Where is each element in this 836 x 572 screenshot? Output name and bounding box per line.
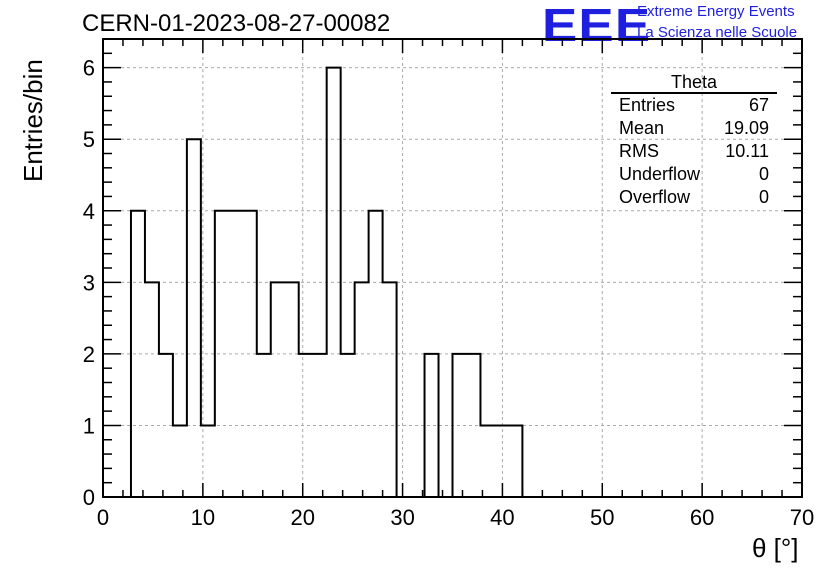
histogram-bin bbox=[494, 425, 508, 497]
histogram-bin bbox=[341, 354, 355, 497]
stats-row-mean: Mean 19.09 bbox=[611, 117, 777, 140]
x-tick-label: 0 bbox=[97, 505, 109, 530]
logo-line-2: La Scienza nelle Scuole bbox=[637, 24, 798, 41]
histogram-series bbox=[129, 66, 524, 498]
stats-row-entries: Entries 67 bbox=[611, 94, 777, 117]
histogram-bin bbox=[271, 282, 285, 497]
y-tick-label: 2 bbox=[83, 342, 95, 367]
stats-row-overflow: Overflow 0 bbox=[611, 186, 777, 209]
stats-label: Underflow bbox=[619, 164, 701, 184]
y-tick-label: 4 bbox=[83, 199, 95, 224]
stats-label: Entries bbox=[619, 95, 676, 115]
stats-label: Mean bbox=[619, 118, 665, 138]
x-tick-label: 20 bbox=[290, 505, 314, 530]
stats-row-underflow: Underflow 0 bbox=[611, 163, 777, 186]
stats-label: Overflow bbox=[619, 187, 691, 207]
x-tick-label: 50 bbox=[590, 505, 614, 530]
histogram-bin bbox=[299, 354, 313, 497]
y-tick-label: 3 bbox=[83, 270, 95, 295]
stats-row-rms: RMS 10.11 bbox=[611, 140, 777, 163]
x-tick-label: 40 bbox=[490, 505, 514, 530]
stats-value: 0 bbox=[758, 187, 769, 207]
stats-value: 10.11 bbox=[725, 141, 769, 161]
stats-value: 0 bbox=[758, 164, 769, 184]
logo-line-1: Extreme Energy Events bbox=[637, 3, 795, 20]
histogram-bin bbox=[173, 425, 187, 497]
y-tick-label: 1 bbox=[83, 413, 95, 438]
y-tick-label: 6 bbox=[83, 56, 95, 81]
histogram-bin bbox=[215, 211, 229, 497]
stats-title: Theta bbox=[611, 72, 777, 94]
x-axis-label: θ [°] bbox=[752, 533, 799, 563]
histogram-bin bbox=[187, 139, 201, 497]
stats-box: Theta Entries 67 Mean 19.09 RMS 10.11 Un… bbox=[611, 72, 777, 209]
histogram-bin bbox=[285, 282, 299, 497]
histogram-bin bbox=[257, 354, 271, 497]
y-tick-label: 0 bbox=[83, 485, 95, 510]
x-tick-label: 70 bbox=[790, 505, 814, 530]
stats-value: 19.09 bbox=[723, 118, 769, 138]
histogram-bin bbox=[145, 282, 159, 497]
histogram-bin bbox=[466, 354, 480, 497]
page-title: CERN-01-2023-08-27-00082 bbox=[82, 10, 391, 37]
x-tick-label: 10 bbox=[191, 505, 215, 530]
y-tick-label: 5 bbox=[83, 127, 95, 152]
stats-value: 67 bbox=[748, 95, 769, 115]
x-tick-label: 30 bbox=[390, 505, 414, 530]
histogram-bin bbox=[355, 282, 369, 497]
histogram-bin bbox=[425, 354, 439, 497]
x-tick-label: 60 bbox=[690, 505, 714, 530]
stats-label: RMS bbox=[619, 141, 659, 161]
eee-logo: EEE bbox=[542, 0, 652, 51]
histogram-bin bbox=[480, 425, 494, 497]
histogram-bin bbox=[508, 425, 522, 497]
histogram-bin bbox=[383, 282, 397, 497]
